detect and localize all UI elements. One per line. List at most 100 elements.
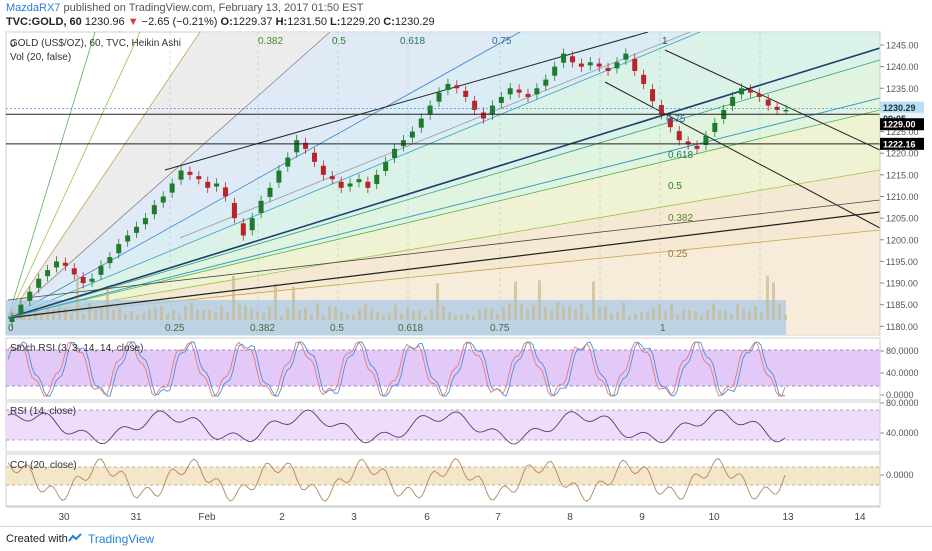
volume-bar [592,281,595,320]
volume-bar [388,312,391,320]
volume-bar [124,313,127,320]
volume-bar [400,313,403,320]
price-tick-label: 1220.00 [886,149,919,159]
price-tick-label: 1225.00 [886,127,919,137]
volume-bar [244,305,247,320]
volume-bar [148,309,151,320]
candle-body [160,196,166,203]
volume-bar [298,309,301,320]
volume-bar [544,307,547,320]
close-label: C: [383,16,395,28]
candle-body [463,90,469,97]
volume-bar [670,303,673,320]
volume-bar [220,305,223,320]
candle-body [739,88,745,95]
volume-bar [172,309,175,320]
volume-bar [538,280,541,320]
candle-body [703,135,709,145]
volume-bar [616,311,619,320]
tradingview-brand-link[interactable]: TradingView [88,532,155,546]
volume-bar [352,314,355,320]
price-change: −2.65 (−0.21%) [141,16,218,28]
candle-body [125,235,131,242]
x-tick-label: 6 [424,512,430,523]
author-link[interactable]: MazdaRX7 [6,2,61,14]
candle-body [116,244,122,254]
fib-fan-line [7,32,141,319]
volume-bar [502,306,505,320]
last-price-marker-box [880,101,924,114]
candle-body [481,112,487,119]
volume-bar [604,306,607,320]
candle-body [374,174,380,184]
price-tick-label: 1185.00 [886,300,918,310]
x-tick-label: 13 [782,512,794,523]
volume-bar [496,314,499,320]
volume-bar [130,311,133,320]
candle-body [53,261,59,268]
x-tick-label: 31 [130,512,142,523]
volume-bar [532,304,535,320]
volume-bar [484,308,487,320]
volume-bar [664,311,667,320]
fib-fan-label: 0 [10,39,16,50]
volume-bar [40,312,43,320]
volume-bar [424,315,427,320]
indicator-tick-label: 40.0000 [886,368,919,378]
volume-bar [676,314,679,320]
volume-bar [100,306,103,320]
volume-bar [52,309,55,320]
fib-fan-label: 0.75 [492,36,512,47]
candle-body [658,105,664,115]
fib-fan-label: 1 [662,36,668,47]
footer: Created with TradingView [0,526,932,551]
price-tick-label: 1215.00 [886,170,919,180]
tradingview-logo-icon [68,533,82,542]
volume-bar [160,305,163,320]
volume-bar [574,308,577,320]
published-text: published on TradingView.com, February 1… [63,2,364,14]
volume-bar [478,309,481,320]
volume-bar [316,303,319,320]
candle-body [294,140,300,153]
volume-bar [142,312,145,320]
volume-bar [448,312,451,320]
trend-line [179,32,691,239]
candle-body [27,291,33,301]
candle-body [543,79,549,86]
candle-body [223,187,229,197]
candle-body [454,85,460,89]
volume-bar [226,312,229,320]
volume-bar [310,314,313,320]
volume-bar [256,311,259,320]
last-price-marker: 1230.29 [883,103,916,113]
volume-bar [418,309,421,320]
open-value: 1229.37 [232,16,273,28]
volume-bar [628,315,631,320]
trend-line [7,47,880,319]
volume-bar [760,312,763,320]
volume-bar [292,286,295,320]
publish-line: MazdaRX7 published on TradingView.com, F… [6,2,364,14]
volume-bar [280,315,283,320]
x-tick-label: 3 [351,512,357,523]
volume-bar [772,282,775,320]
volume-bar [250,308,253,320]
candle-body [400,140,406,147]
candle-body [650,89,656,102]
candle-body [641,74,647,84]
volume-bar [748,311,751,320]
candle-body [98,265,104,275]
volume-bar [76,274,79,320]
candle-body [507,88,513,95]
volume-bar [364,304,367,320]
volume-bar [766,275,769,320]
x-tick-label: 30 [58,512,70,523]
volume-bar [472,315,475,320]
fib-fan-label: 0.5 [332,36,346,47]
indicator-tick-label: 40.0000 [886,428,919,438]
candle-body [605,67,611,71]
candle-body [694,145,700,149]
volume-bar [58,306,61,320]
open-label: O: [220,16,233,28]
